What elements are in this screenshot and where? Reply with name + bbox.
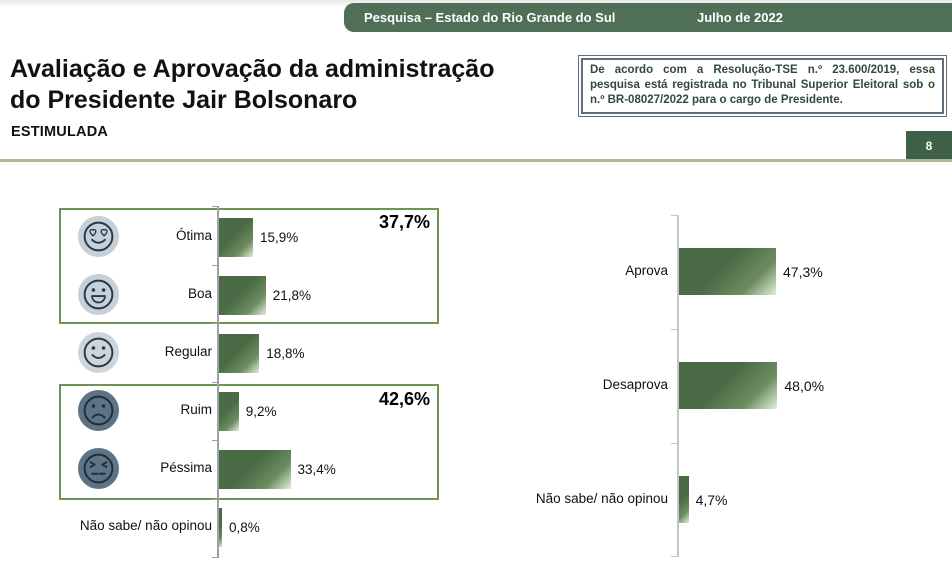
bar-ruim (219, 392, 239, 431)
header-date-label: Julho de 2022 (697, 10, 783, 25)
header-bar: Pesquisa – Estado do Rio Grande do Sul J… (344, 3, 952, 32)
grin-face-icon (77, 273, 120, 316)
category-label-nao-sabe-right: Não sabe/ não opinou (535, 491, 668, 506)
tse-note-inner-border: De acordo com a Resolução-TSE n.º 23.600… (581, 58, 944, 114)
bar-value-desaprova: 48,0% (784, 377, 825, 394)
category-label-ruim: Ruim (180, 402, 212, 417)
bar-row-regular: 18,8% (219, 334, 304, 373)
bar-row-nao-sabe-right: 4,7% (679, 476, 728, 523)
header-survey-label: Pesquisa – Estado do Rio Grande do Sul (364, 10, 616, 25)
axis-tick (212, 557, 217, 558)
category-label-nao-sabe: Não sabe/ não opinou (79, 518, 212, 533)
bar-otima (219, 218, 253, 257)
category-label-desaprova: Desaprova (602, 377, 668, 392)
bar-pessima (219, 450, 291, 489)
bar-row-pessima: 33,4% (219, 450, 336, 489)
bar-value-nao-sabe-right: 4,7% (695, 491, 728, 508)
page-title-line2: do Presidente Jair Bolsonaro (10, 86, 358, 114)
heart-eyes-face-icon (77, 215, 120, 258)
category-label-regular: Regular (164, 344, 212, 359)
bar-nao-sabe (219, 508, 222, 547)
bar-value-nao-sabe: 0,8% (229, 520, 260, 535)
smile-face-icon (77, 331, 120, 374)
axis-tick (212, 265, 217, 266)
bar-row-boa: 21,8% (219, 276, 311, 315)
divider-line (0, 159, 952, 162)
bar-row-aprova: 47,3% (679, 248, 823, 295)
angry-face-icon (77, 447, 120, 490)
axis-tick (671, 215, 677, 216)
page-number-badge: 8 (906, 131, 952, 160)
axis-tick (671, 329, 677, 330)
positive-group-total: 37,7% (378, 212, 430, 232)
axis-tick (671, 443, 677, 444)
category-label-pessima: Péssima (160, 460, 212, 475)
bar-value-otima: 15,9% (260, 230, 299, 245)
bar-row-desaprova: 48,0% (679, 362, 824, 409)
axis-tick (212, 499, 217, 500)
bar-nao-sabe-right (679, 476, 689, 523)
page-title-line1: Avaliação e Aprovação da administração (10, 55, 495, 83)
bar-desaprova (679, 362, 778, 409)
bar-value-regular: 18,8% (266, 346, 305, 361)
bar-row-ruim: 9,2% (219, 392, 276, 431)
positive-group-box (59, 208, 439, 324)
bar-value-aprova: 47,3% (783, 263, 823, 280)
right-chart-axis (677, 215, 679, 557)
bar-aprova (679, 248, 776, 295)
category-label-boa: Boa (187, 286, 212, 301)
page-subtitle: ESTIMULADA (11, 124, 109, 140)
bar-regular (219, 334, 260, 373)
negative-group-total: 42,6% (378, 389, 430, 409)
bar-row-nao-sabe: 0,8% (219, 508, 260, 547)
category-label-otima: Ótima (175, 228, 212, 243)
axis-tick (212, 440, 217, 441)
frown-face-icon (77, 389, 120, 432)
bar-boa (219, 276, 266, 315)
tse-note-box: De acordo com a Resolução-TSE n.º 23.600… (578, 55, 947, 117)
bar-value-ruim: 9,2% (245, 404, 277, 419)
left-chart-axis (217, 206, 219, 558)
negative-group-box (59, 384, 439, 500)
axis-tick (212, 206, 217, 207)
bar-row-otima: 15,9% (219, 218, 298, 257)
axis-tick (212, 323, 217, 324)
tse-note-text: De acordo com a Resolução-TSE n.º 23.600… (590, 64, 935, 106)
category-label-aprova: Aprova (625, 263, 668, 278)
bar-value-boa: 21,8% (272, 288, 311, 303)
bar-value-pessima: 33,4% (297, 462, 336, 477)
axis-tick (671, 556, 677, 557)
axis-tick (212, 382, 217, 383)
